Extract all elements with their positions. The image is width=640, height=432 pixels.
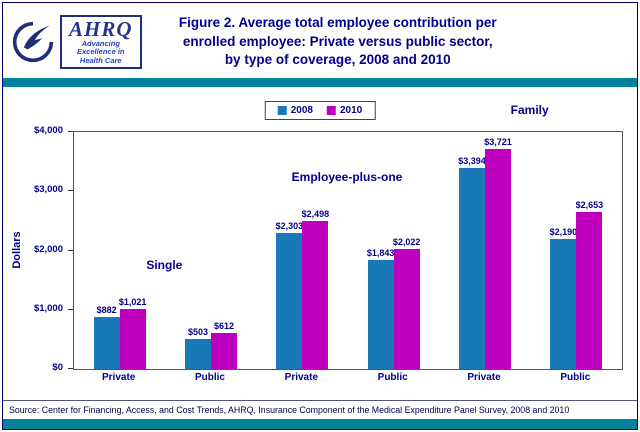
bar-2010-public-5 [576, 211, 603, 369]
y-tick-mark [68, 131, 73, 132]
bar-value-label: $503 [187, 327, 209, 338]
bar-2010-private-2 [302, 221, 329, 369]
y-tick-label: $1,000 [33, 302, 63, 314]
bar-2008-private-0 [93, 316, 120, 369]
bar-2010-private-4 [485, 148, 511, 369]
ahrq-logo: AHRQ Advancing Excellence in Health Care [11, 14, 142, 70]
header: AHRQ Advancing Excellence in Health Care… [3, 3, 637, 78]
y-tick-label: $0 [52, 362, 63, 373]
y-tick-label: $3,000 [33, 184, 63, 196]
group-label-single: Single [146, 258, 183, 272]
ahrq-logo-box: AHRQ Advancing Excellence in Health Care [60, 14, 142, 70]
legend-swatch-2010 [327, 106, 336, 115]
bar-2010-public-1 [211, 332, 237, 369]
header-divider-bar [3, 78, 637, 87]
bar-value-label: $2,190 [549, 227, 578, 238]
bar-2010-public-3 [393, 249, 420, 369]
bar-value-label: $2,498 [301, 209, 330, 219]
figure-title: Figure 2. Average total employee contrib… [142, 14, 629, 71]
x-tick-label-2: Private [284, 372, 319, 383]
title-line-1: Figure 2. Average total employee contrib… [178, 14, 497, 30]
legend: 2008 2010 [264, 101, 376, 120]
chart-region: 2008 2010 Dollars $882 $503 $2,303 $1,843 $3,… [3, 99, 637, 385]
legend-label-2008: 2008 [290, 105, 313, 116]
plot-area: $882 $503 $2,303 $1,843 $3,394 $2,190 $1,021 $6… [73, 131, 623, 370]
group-label-family: Family [510, 103, 549, 117]
bar-value-label: $3,721 [484, 136, 512, 147]
bar-2008-private-4 [459, 167, 485, 369]
y-tick-mark [68, 308, 73, 310]
ahrq-acronym: AHRQ [69, 16, 133, 41]
x-tick-label-0: Private [101, 372, 136, 383]
bar-2008-public-1 [185, 339, 211, 369]
title-line-3: by type of coverage, 2008 and 2010 [224, 52, 451, 68]
bar-2010-private-0 [119, 308, 146, 369]
bar-value-label: $612 [213, 320, 235, 331]
group-label-employee-plus-one: Employee-plus-one [291, 170, 403, 184]
source-note: Source: Center for Financing, Access, an… [3, 400, 637, 419]
bar-2008-public-5 [550, 239, 577, 369]
ahrq-tagline: Advancing Excellence in Health Care [76, 38, 125, 65]
x-tick-label-4: Private [467, 372, 501, 383]
bar-value-label: $3,394 [458, 155, 486, 166]
bar-2008-private-2 [276, 232, 303, 369]
bar-value-label: $882 [96, 304, 117, 315]
x-tick-label-3: Public [377, 372, 408, 383]
y-tick-label: $2,000 [33, 243, 63, 255]
x-tick-label-5: Public [560, 372, 591, 383]
hhs-logo-icon [11, 20, 55, 64]
y-tick-mark [68, 368, 73, 369]
bar-value-label: $2,303 [275, 220, 304, 231]
bar-2008-public-3 [367, 259, 394, 369]
legend-swatch-2008 [277, 106, 287, 115]
footer-bar [3, 419, 637, 429]
bar-value-label: $1,021 [118, 296, 147, 307]
legend-label-2010: 2010 [340, 105, 363, 116]
y-tick-label: $4,000 [33, 125, 63, 136]
y-tick-mark [68, 190, 73, 192]
bar-value-label: $1,843 [366, 247, 395, 258]
bar-value-label: $2,022 [392, 237, 421, 248]
legend-item-2008: 2008 [277, 105, 313, 116]
legend-item-2010: 2010 [327, 105, 362, 116]
title-line-2: enrolled employee: Private versus public… [182, 33, 493, 49]
y-tick-mark [68, 249, 73, 251]
x-tick-label-1: Public [194, 372, 226, 383]
bar-value-label: $2,653 [575, 199, 604, 210]
